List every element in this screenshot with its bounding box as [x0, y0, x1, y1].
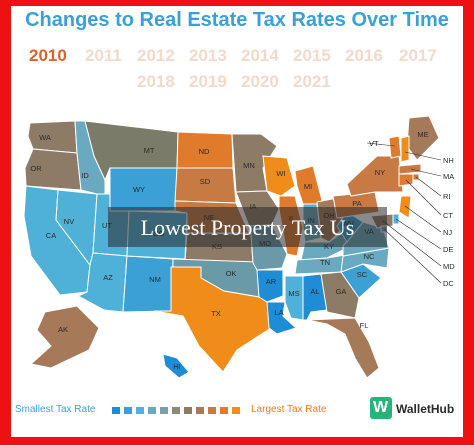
state-ak: [29, 305, 100, 369]
year-2021[interactable]: 2021: [293, 72, 331, 91]
state-label-ak: AK: [58, 325, 68, 334]
state-label-ct: CT: [443, 211, 453, 220]
state-label-ar: AR: [266, 277, 277, 286]
state-label-ri: RI: [443, 192, 451, 201]
page-title: Changes to Real Estate Tax Rates Over Ti…: [25, 9, 449, 31]
state-label-ms: MS: [288, 289, 299, 298]
year-2014[interactable]: 2014: [241, 46, 279, 65]
state-leader-line: [395, 218, 442, 250]
state-nh: [400, 135, 410, 163]
state-label-me: ME: [417, 130, 428, 139]
state-leader-line: [404, 151, 442, 161]
state-label-tn: TN: [320, 258, 330, 267]
state-leader-line: [383, 228, 442, 284]
state-ny: [346, 155, 404, 197]
legend-swatch: [148, 407, 156, 414]
year-2012[interactable]: 2012: [137, 46, 175, 65]
caption-banner: Lowest Property Tax Us: [108, 207, 387, 247]
state-label-ok: OK: [226, 269, 237, 278]
state-leader-line: [382, 220, 442, 267]
state-label-ca: CA: [46, 231, 56, 240]
state-label-ia: IA: [249, 202, 256, 211]
year-2019[interactable]: 2019: [189, 72, 227, 91]
state-label-la: LA: [274, 308, 283, 317]
year-2016[interactable]: 2016: [345, 46, 383, 65]
state-label-nm: NM: [149, 275, 161, 284]
state-label-wi: WI: [276, 169, 285, 178]
state-label-or: OR: [30, 164, 42, 173]
state-leader-line: [404, 205, 442, 233]
state-label-ma: MA: [443, 172, 454, 181]
state-tx: [153, 266, 274, 373]
state-label-dc: DC: [443, 279, 454, 288]
year-2017[interactable]: 2017: [399, 46, 437, 65]
state-ga: [320, 271, 360, 319]
year-2020[interactable]: 2020: [241, 72, 279, 91]
state-label-sc: SC: [357, 270, 368, 279]
map-panel: Changes to Real Estate Tax Rates Over Ti…: [11, 6, 463, 437]
state-label-mn: MN: [243, 161, 255, 170]
state-label-nv: NV: [64, 217, 74, 226]
state-label-tx: TX: [211, 309, 221, 318]
legend-smallest-label: Smallest Tax Rate: [15, 404, 96, 415]
legend-swatch: [124, 407, 132, 414]
state-ma: [398, 163, 422, 175]
state-label-az: AZ: [103, 273, 113, 282]
state-label-ny: NY: [375, 168, 385, 177]
state-wa: [27, 120, 78, 154]
state-label-al: AL: [310, 287, 319, 296]
state-nj: [398, 195, 412, 219]
wallethub-logo-icon: [370, 397, 392, 419]
state-leader-line: [366, 142, 396, 147]
brand-name: WalletHub: [396, 402, 455, 416]
state-fl: [306, 317, 380, 379]
year-2015[interactable]: 2015: [293, 46, 331, 65]
state-label-mt: MT: [144, 146, 155, 155]
state-vt: [388, 135, 402, 159]
state-wi: [262, 155, 296, 197]
legend-swatch: [196, 407, 204, 414]
state-label-wa: WA: [39, 133, 51, 142]
state-label-hi: HI: [173, 362, 181, 371]
year-2018[interactable]: 2018: [137, 72, 175, 91]
state-label-nh: NH: [443, 156, 454, 165]
legend-swatch: [160, 407, 168, 414]
legend-swatch: [112, 407, 120, 414]
state-label-mi: MI: [304, 182, 312, 191]
legend-swatch: [220, 407, 228, 414]
state-hi: [162, 353, 190, 379]
state-label-de: DE: [443, 245, 453, 254]
year-2011[interactable]: 2011: [85, 46, 122, 65]
state-label-wy: WY: [133, 185, 145, 194]
state-leader-line: [410, 168, 442, 177]
legend-swatch: [208, 407, 216, 414]
legend-swatch: [184, 407, 192, 414]
year-2010[interactable]: 2010: [29, 46, 67, 65]
legend-swatch: [232, 407, 240, 414]
state-label-ut: UT: [102, 221, 112, 230]
state-label-fl: FL: [360, 321, 369, 330]
state-label-nd: ND: [199, 147, 210, 156]
state-label-nc: NC: [364, 252, 375, 261]
state-or: [24, 148, 82, 191]
state-leader-line: [405, 179, 442, 216]
logo-letter: W: [373, 399, 389, 416]
legend-swatch: [172, 407, 180, 414]
state-label-ga: GA: [336, 287, 347, 296]
state-label-id: ID: [81, 171, 89, 180]
state-nm: [122, 255, 174, 313]
legend-largest-label: Largest Tax Rate: [251, 404, 327, 415]
state-ms: [284, 275, 304, 321]
legend-swatch: [136, 407, 144, 414]
state-label-md: MD: [443, 262, 455, 271]
state-label-nj: NJ: [443, 228, 452, 237]
state-ar: [256, 269, 284, 303]
state-label-sd: SD: [200, 177, 211, 186]
state-leader-line: [415, 176, 442, 197]
year-2013[interactable]: 2013: [189, 46, 227, 65]
state-label-pa: PA: [352, 199, 361, 208]
caption-text: Lowest Property Tax Us: [140, 215, 355, 240]
